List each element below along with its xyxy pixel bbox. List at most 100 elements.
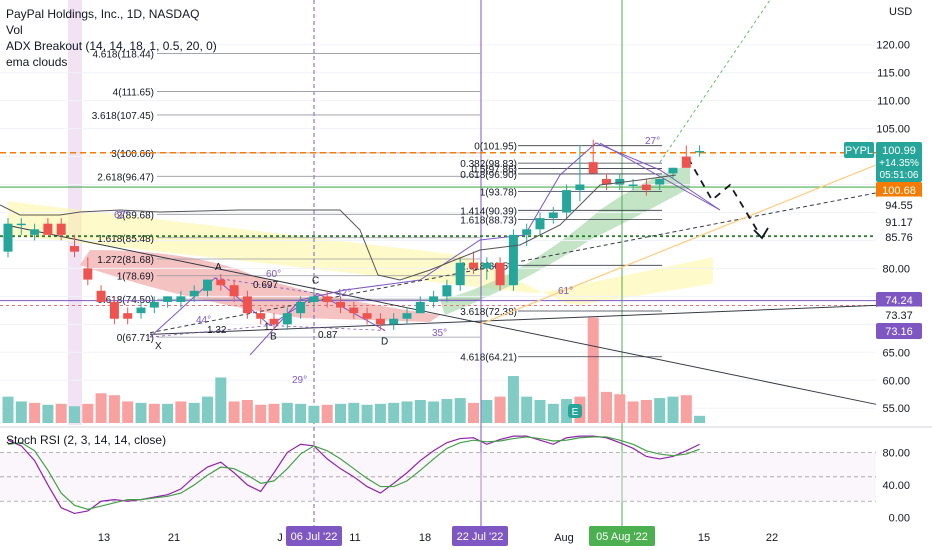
price-tag-value: 94.55 (885, 200, 913, 212)
candle-body (176, 296, 186, 302)
harmonic-pattern-ratio-lines (149, 277, 386, 338)
volume-bar (15, 401, 27, 423)
fib-level-label: 3.618(107.45) (92, 111, 154, 122)
price-axis-label: 65.00 (882, 347, 910, 359)
date-tag-label: 22 Jul '22 (457, 531, 504, 543)
volume-bar (69, 406, 80, 423)
volume-bar (640, 400, 652, 423)
candle-body (83, 268, 93, 280)
volume-bar (348, 402, 360, 423)
pattern-point-label: A (215, 262, 222, 273)
price-tag-value: 85.76 (885, 232, 913, 244)
fib-level-label: 0.5(97.86) (471, 165, 517, 176)
pattern-ratio-label: 0.697 (253, 280, 278, 291)
rsi-axis-label: 0.00 (889, 512, 910, 524)
ticker-tag (844, 142, 874, 158)
date-tag-label: 06 Jul '22 (291, 531, 338, 543)
current-price-change: +14.35% (879, 158, 919, 169)
pattern-point-label: B (270, 331, 277, 342)
volume-bar (374, 403, 386, 423)
volume-bar (135, 402, 147, 423)
current-price-countdown: 05:51:06 (880, 170, 919, 181)
candle-body (123, 313, 133, 319)
volume-bar (468, 402, 479, 423)
candle-body (136, 307, 146, 314)
forecast-path (687, 157, 761, 236)
forecast-arrowhead (753, 227, 769, 240)
current-price-tag (876, 142, 922, 182)
volume-bar (494, 396, 506, 423)
price-tag (875, 196, 923, 214)
volume-bar (122, 401, 134, 423)
candle-body (415, 301, 425, 314)
volume-bar (680, 395, 692, 423)
candle-body (203, 279, 212, 291)
volume-bar (694, 415, 706, 423)
volume-bar (82, 403, 94, 423)
fib-level-label: 0(67.71) (117, 333, 154, 344)
rsi-axis-label: 40.00 (882, 480, 910, 492)
candle-body (269, 318, 279, 325)
candle-body (16, 223, 26, 226)
candle-body (349, 307, 359, 314)
fib-level-label: 1(78.69) (117, 272, 154, 283)
fib-level-label: 4.618(64.21) (460, 353, 517, 364)
volume-bar (414, 400, 426, 423)
current-price-value: 100.99 (882, 145, 916, 157)
down-trendline (9, 225, 877, 405)
candle-body (429, 296, 439, 302)
ema-indicator-label[interactable]: ema clouds (6, 55, 68, 69)
green-dotted-trendline (659, 0, 771, 163)
stoch-rsi-label[interactable]: Stoch RSI (2, 3, 14, 14, close) (6, 433, 167, 447)
fib-level-label: 1.272(81.68) (97, 255, 154, 266)
pattern-ratio-label: 1.2 (264, 322, 278, 333)
candle-body (641, 184, 651, 191)
date-tag (286, 526, 342, 546)
candle-body (402, 313, 412, 319)
candle-body (309, 296, 319, 302)
fib-level-label: 0(101.95) (474, 142, 517, 153)
volume-bar (42, 404, 54, 423)
price-axis-label: 120.00 (876, 40, 910, 52)
price-tag (875, 228, 923, 246)
adx-indicator-label[interactable]: ADX Breakout (14, 14, 18, 1, 0.5, 20, 0) (6, 39, 217, 53)
currency-label: USD (889, 6, 913, 18)
candle-body (695, 150, 705, 153)
volume-bar (188, 402, 200, 423)
angle-label: 60° (266, 269, 281, 280)
price-axis-label: 105.00 (876, 124, 910, 136)
symbol-title[interactable]: PayPal Holdings, Inc., 1D, NASDAQ (6, 7, 200, 21)
date-tag (452, 526, 508, 546)
fib-level-label: 0.382(98.83) (460, 159, 517, 170)
volume-bar (215, 377, 227, 423)
ema-cloud-yellow (8, 201, 713, 305)
candle-body (109, 301, 119, 319)
volume-bar (667, 396, 679, 423)
time-axis-label: Aug (554, 532, 574, 544)
candle-body (70, 246, 79, 252)
volume-bar (361, 404, 373, 423)
time-axis-label: 13 (98, 532, 110, 544)
candle-body (362, 313, 372, 319)
candle-body (562, 190, 572, 213)
earnings-badge-letter: E (572, 407, 579, 418)
purple-projection-path (249, 142, 721, 356)
angle-label: 35° (432, 328, 447, 339)
volume-bar (534, 400, 546, 423)
volume-bar (108, 395, 120, 423)
time-axis-label: 18 (419, 532, 431, 544)
volume-indicator-label[interactable]: Vol (6, 23, 23, 37)
candle-body (508, 234, 518, 286)
date-tag (589, 526, 655, 546)
candle-body (442, 285, 452, 297)
candle-body (96, 290, 106, 302)
price-tag-value: 74.24 (885, 295, 913, 307)
volume-bar (255, 404, 267, 423)
time-axis-label: 21 (168, 532, 180, 544)
price-axis-label: 60.00 (882, 375, 910, 387)
dashed-trendline (149, 192, 877, 334)
fib-level-label: 3(100.66) (111, 149, 154, 160)
volume-bar (481, 400, 493, 423)
volume-bar (428, 401, 440, 423)
